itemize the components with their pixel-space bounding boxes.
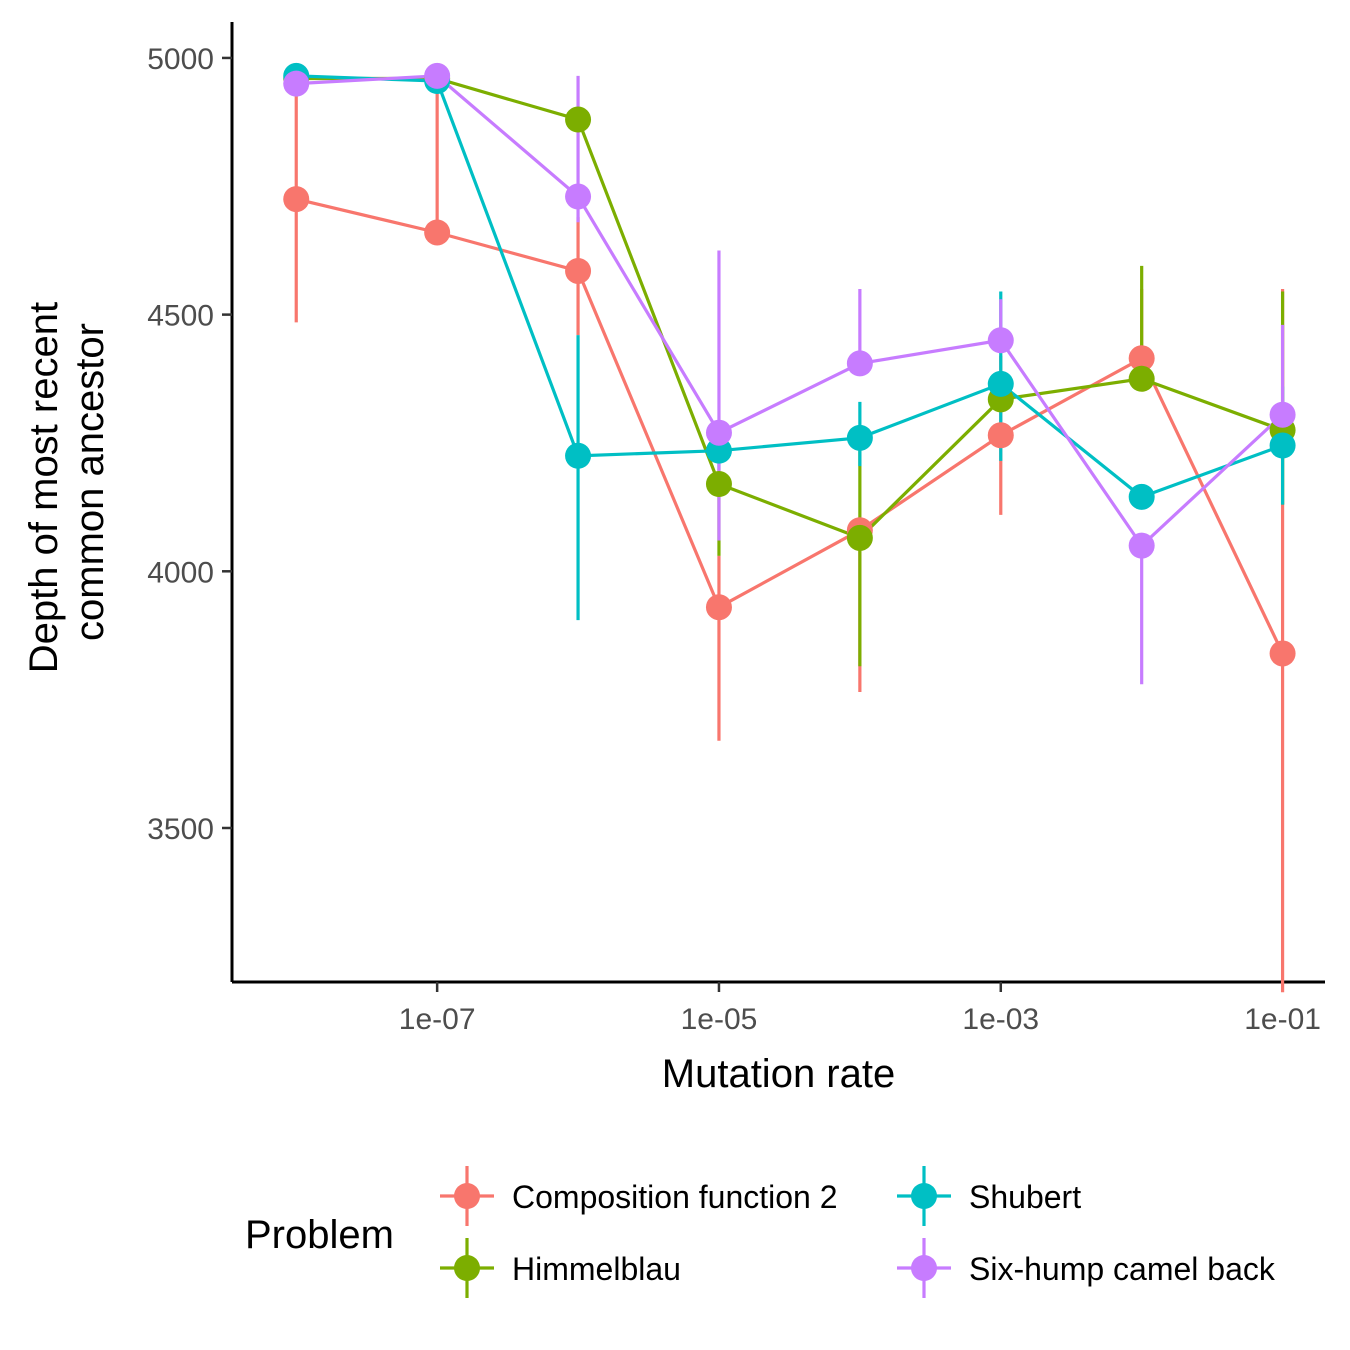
legend-label: Himmelblau: [512, 1251, 681, 1287]
series-line-3: [296, 74, 1284, 549]
legend-label: Shubert: [969, 1179, 1081, 1215]
legend: Problem Composition function 2 Himmelblau…: [245, 1166, 1276, 1298]
legend-items: Composition function 2 Himmelblau Shubert S…: [440, 1166, 1276, 1298]
data-point: [565, 442, 592, 469]
legend-key-point: [911, 1255, 937, 1281]
series-points: [283, 62, 1296, 667]
x-tick-label: 1e-03: [962, 1003, 1039, 1036]
x-tick-label: 1e-01: [1244, 1003, 1321, 1036]
data-point: [987, 422, 1014, 449]
data-point: [565, 106, 592, 133]
data-point: [424, 219, 451, 246]
legend-key-point: [911, 1183, 937, 1209]
x-tick-label: 1e-07: [399, 1003, 476, 1036]
data-point: [565, 257, 592, 284]
legend-item: Six-hump camel back: [897, 1238, 1276, 1298]
legend-title: Problem: [245, 1213, 394, 1257]
data-point: [987, 370, 1014, 397]
y-axis-title: Depth of most recent common ancestor: [22, 291, 112, 673]
data-point: [424, 62, 451, 89]
legend-item: Shubert: [897, 1166, 1081, 1226]
data-point: [1128, 483, 1155, 510]
legend-key-point: [454, 1255, 480, 1281]
series-layer: [283, 62, 1296, 993]
legend-label: Composition function 2: [512, 1179, 838, 1215]
legend-item: Himmelblau: [440, 1238, 681, 1298]
data-point: [1269, 640, 1296, 667]
data-point: [1269, 432, 1296, 459]
series-line-1: [296, 76, 1284, 540]
data-point: [1269, 401, 1296, 428]
x-ticks: 1e-07 1e-05 1e-03 1e-01: [399, 982, 1321, 1036]
axes: 1e-07 1e-05 1e-03 1e-01 3500 4000 4500 5000: [147, 22, 1325, 1036]
data-point: [1128, 532, 1155, 559]
legend-label: Six-hump camel back: [969, 1251, 1276, 1287]
y-tick-label: 5000: [147, 43, 214, 76]
data-point: [283, 186, 310, 213]
legend-key-point: [454, 1183, 480, 1209]
data-point: [846, 424, 873, 451]
y-tick-label: 4500: [147, 300, 214, 333]
data-point: [283, 70, 310, 97]
data-point: [846, 350, 873, 377]
data-point: [1128, 345, 1155, 372]
series-line-2: [296, 74, 1284, 499]
y-ticks: 3500 4000 4500 5000: [147, 43, 232, 846]
data-point: [705, 471, 732, 498]
data-point: [705, 594, 732, 621]
y-tick-label: 3500: [147, 813, 214, 846]
data-point: [705, 437, 732, 464]
series-lines: [295, 74, 1285, 655]
x-axis-title: Mutation rate: [662, 1052, 895, 1096]
y-axis-title-line-1: Depth of most recent: [22, 302, 66, 673]
data-point: [565, 183, 592, 210]
data-point: [987, 327, 1014, 354]
data-point: [705, 419, 732, 446]
legend-item: Composition function 2: [440, 1166, 838, 1226]
data-point: [1128, 365, 1155, 392]
y-axis-title-line-2: common ancestor: [68, 323, 112, 641]
data-point: [846, 524, 873, 551]
y-tick-label: 4000: [147, 556, 214, 589]
x-tick-label: 1e-05: [681, 1003, 758, 1036]
series-line-0: [295, 197, 1285, 655]
